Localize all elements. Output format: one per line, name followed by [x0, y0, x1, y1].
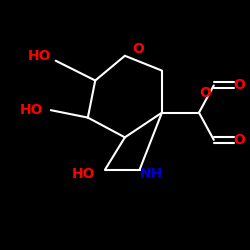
Text: HO: HO: [20, 103, 43, 117]
Text: O: O: [199, 86, 211, 100]
Text: NH: NH: [140, 168, 163, 181]
Text: O: O: [132, 42, 144, 56]
Text: HO: HO: [72, 168, 95, 181]
Text: HO: HO: [27, 49, 51, 63]
Text: O: O: [234, 133, 245, 147]
Text: O: O: [234, 78, 245, 92]
